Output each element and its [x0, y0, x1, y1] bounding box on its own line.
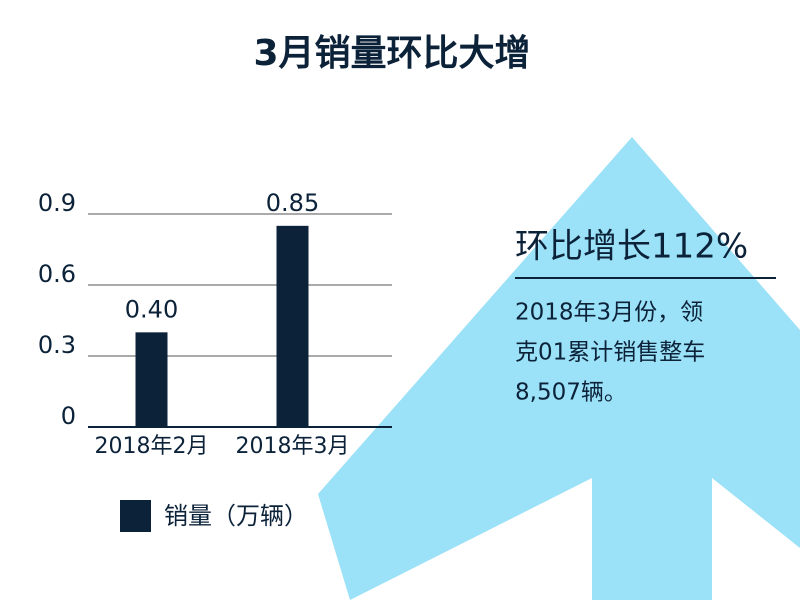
annotation-line: 克01累计销售整车	[515, 340, 705, 366]
legend-swatch	[120, 500, 151, 532]
y-tick-label: 0.6	[38, 260, 76, 288]
y-tick-label: 0.9	[38, 189, 76, 217]
bar	[135, 332, 168, 427]
legend-label: 销量（万辆）	[164, 502, 308, 530]
x-tick-label: 2018年3月	[236, 434, 350, 459]
y-tick-label: 0	[61, 402, 76, 430]
bar	[276, 225, 309, 427]
chart-title: 3月销量环比大增	[253, 33, 530, 74]
annotation-headline: 环比增长112%	[515, 227, 748, 267]
value-label: 0.40	[125, 295, 178, 323]
value-label: 0.85	[266, 189, 319, 217]
annotation-line: 8,507辆。	[515, 380, 627, 406]
annotation-line: 2018年3月份，领	[515, 300, 703, 326]
x-tick-label: 2018年2月	[95, 434, 209, 459]
y-tick-label: 0.3	[38, 331, 76, 359]
background-arrow	[318, 137, 800, 600]
